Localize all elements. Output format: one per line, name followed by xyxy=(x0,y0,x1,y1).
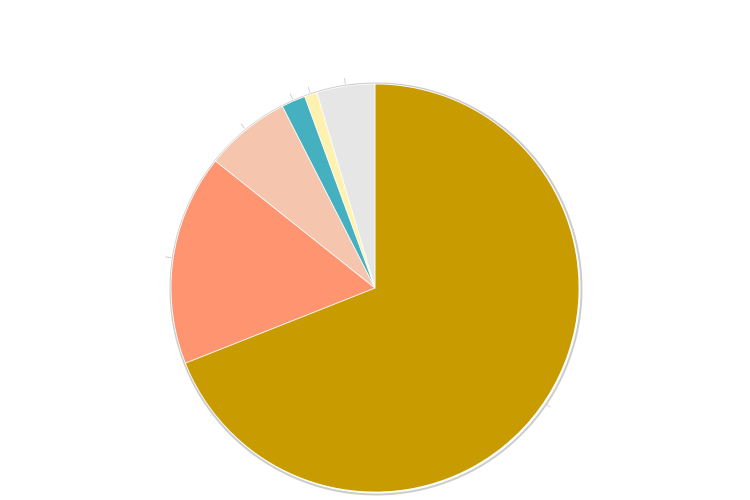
pie-leader-1 xyxy=(545,403,551,408)
pie-slice-1 xyxy=(184,83,580,493)
pie-leader-3 xyxy=(240,123,245,129)
pie-outline xyxy=(169,82,583,496)
pie-shadow xyxy=(169,82,583,496)
pie-leader-6 xyxy=(344,78,346,85)
pie-slice-6 xyxy=(316,83,376,289)
pie-slices xyxy=(170,83,580,493)
pie-leader-lines xyxy=(165,78,551,408)
pie-leader-2 xyxy=(165,256,172,259)
pie-leader-4 xyxy=(289,93,293,100)
pie-slice-2 xyxy=(170,160,376,364)
pie-leader-5 xyxy=(307,86,311,93)
